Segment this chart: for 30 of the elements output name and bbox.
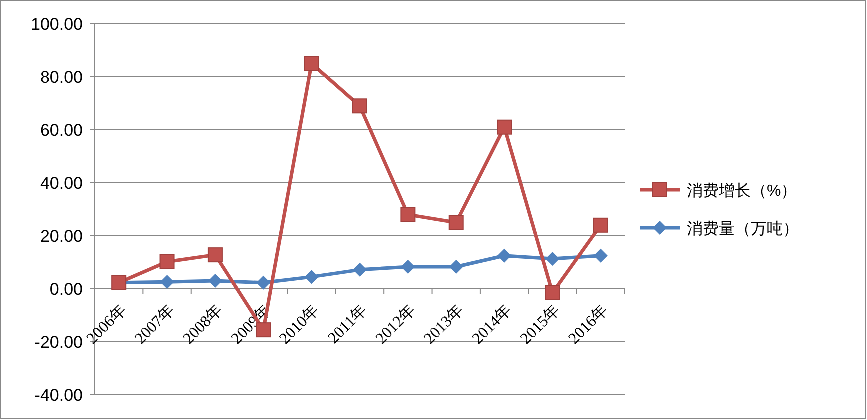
point — [594, 248, 608, 263]
point — [400, 207, 416, 222]
legend-label: 消费量（万吨） — [687, 220, 799, 238]
point — [498, 248, 512, 263]
point — [353, 262, 367, 277]
point — [449, 260, 464, 274]
point — [448, 215, 464, 230]
y-tick-label: 20.00 — [40, 227, 83, 246]
point — [401, 260, 416, 274]
y-tick-label: 60.00 — [40, 121, 83, 140]
y-tick-label: -40.00 — [34, 386, 83, 405]
y-tick-label: 40.00 — [40, 174, 83, 193]
point — [593, 218, 608, 233]
point — [497, 120, 512, 135]
point — [208, 248, 223, 263]
y-tick-label: -20.00 — [34, 333, 83, 352]
y-tick-label: 100.00 — [31, 15, 83, 34]
legend-label: 消费增长（%） — [687, 182, 798, 200]
x-tick-label: 2011年 — [325, 302, 371, 348]
point — [352, 98, 368, 114]
point — [546, 252, 560, 266]
point — [304, 270, 319, 284]
y-tick-label: 80.00 — [40, 68, 83, 87]
point — [304, 56, 320, 72]
point — [545, 285, 560, 300]
point — [160, 254, 175, 270]
y-tick-label: 0.00 — [50, 280, 83, 299]
point — [160, 275, 174, 290]
point — [256, 276, 271, 290]
point — [208, 274, 222, 288]
